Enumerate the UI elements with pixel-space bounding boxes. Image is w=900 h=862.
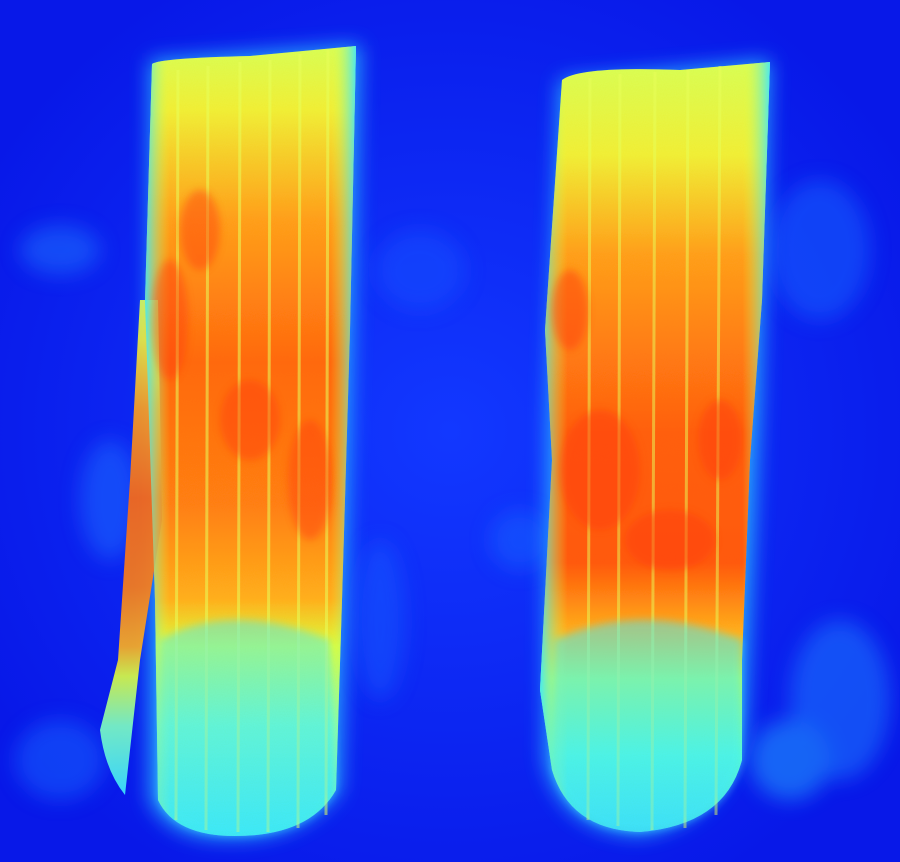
right-thermal-column <box>540 60 770 835</box>
left-thermal-column <box>100 45 360 839</box>
background-texture <box>15 180 890 800</box>
